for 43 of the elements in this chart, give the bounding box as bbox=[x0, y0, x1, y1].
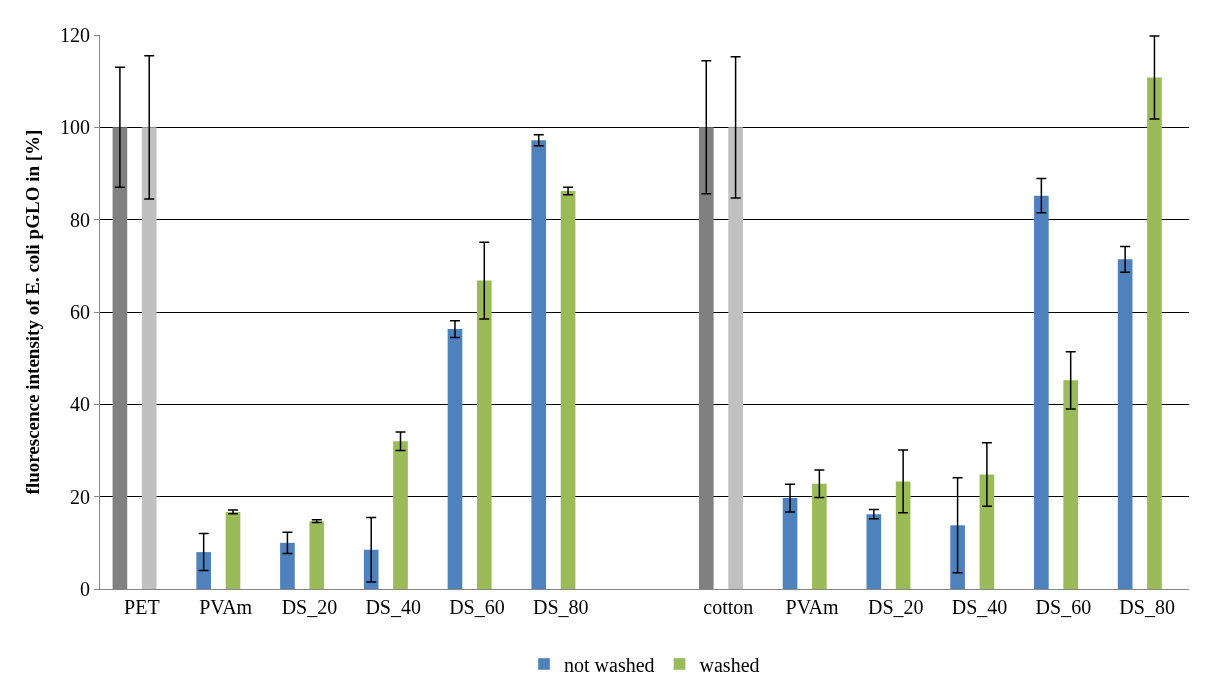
bar bbox=[531, 140, 547, 589]
bar bbox=[225, 511, 241, 589]
y-tick-label: 60 bbox=[70, 301, 90, 323]
x-tick-label: DS_40 bbox=[365, 596, 421, 618]
y-tick-label: 120 bbox=[60, 24, 90, 46]
x-tick-label: cotton bbox=[703, 596, 754, 618]
y-tick-label: 0 bbox=[80, 578, 90, 600]
bar bbox=[1063, 380, 1079, 589]
y-tick-label: 40 bbox=[70, 393, 90, 416]
bar bbox=[447, 329, 463, 589]
bar bbox=[1147, 77, 1162, 589]
bar bbox=[141, 127, 157, 589]
x-tick-label: DS_20 bbox=[281, 596, 338, 618]
x-tick-label: DS_80 bbox=[1119, 596, 1175, 618]
x-tick-label: DS_20 bbox=[868, 596, 924, 618]
legend-label: not washed bbox=[564, 653, 655, 676]
bar bbox=[476, 280, 492, 589]
legend-label: washed bbox=[699, 653, 760, 676]
bar bbox=[560, 191, 576, 589]
x-tick-label: PVAm bbox=[785, 596, 839, 618]
x-tick-label: DS_80 bbox=[532, 596, 589, 618]
bar bbox=[393, 441, 408, 589]
bar bbox=[728, 127, 743, 589]
bar bbox=[1117, 259, 1133, 589]
y-tick-label: 20 bbox=[70, 485, 90, 508]
bar bbox=[782, 498, 798, 589]
x-tick-label: DS_40 bbox=[951, 596, 1008, 618]
bar bbox=[1034, 195, 1049, 589]
bar bbox=[812, 483, 827, 589]
bar bbox=[280, 542, 295, 589]
y-tick-label: 100 bbox=[60, 116, 90, 139]
bar bbox=[950, 525, 965, 589]
x-tick-label: PVAm bbox=[199, 596, 253, 618]
bar bbox=[309, 521, 325, 589]
y-tick-label: 80 bbox=[70, 208, 90, 231]
x-tick-label: DS_60 bbox=[1035, 596, 1092, 618]
bar bbox=[866, 514, 882, 589]
bar bbox=[979, 474, 995, 589]
bar bbox=[895, 481, 911, 589]
y-axis-title: fluorescence intensity of E. coli pGLO in [%] bbox=[21, 129, 43, 495]
bar bbox=[196, 552, 211, 589]
x-tick-label: PET bbox=[124, 596, 160, 618]
x-tick-label: DS_60 bbox=[449, 596, 505, 618]
